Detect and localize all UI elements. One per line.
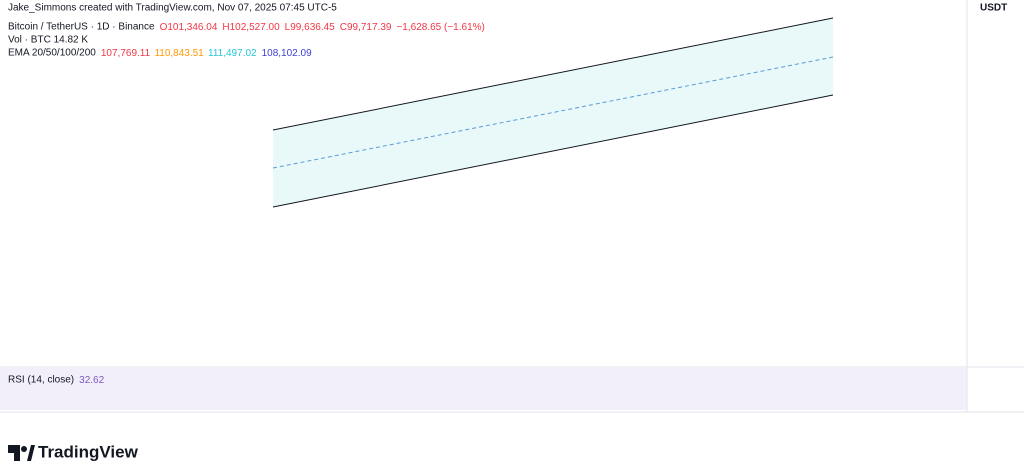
rsi-legend: RSI (14, close) 32.62	[8, 375, 105, 386]
ohlc-value: −1,628.65 (−1.61%)	[396, 22, 484, 33]
rsi-value: 32.62	[79, 375, 104, 386]
ema-value: 110,843.51	[154, 48, 204, 59]
volume-legend: Vol · BTC 14.82 K	[8, 35, 88, 46]
ema-legend: EMA 20/50/100/200 107,769.11 110,843.51 111…	[8, 48, 312, 59]
channel-fill	[273, 18, 833, 207]
currency: USDT	[980, 3, 1007, 14]
ema-value: 107,769.11	[101, 48, 151, 59]
channel-upper	[272, 17, 834, 131]
rsi-pane	[0, 368, 967, 410]
symbol: Bitcoin / TetherUS · 1D · Binance O101,34…	[8, 22, 485, 33]
ohlc-value: O101,346.04	[160, 22, 218, 33]
brand: TradingView	[38, 442, 139, 461]
channel-lower	[272, 94, 834, 208]
logo	[8, 445, 35, 461]
ohlc-value: C99,717.39	[340, 22, 392, 33]
author-line: Jake_Simmons created with TradingView.co…	[8, 3, 337, 14]
ema-value: 111,497.02	[208, 48, 257, 59]
ohlc-value: H102,527.00	[222, 22, 280, 33]
ema-value: 108,102.09	[262, 48, 312, 59]
ohlc-value: L99,636.45	[285, 22, 335, 33]
